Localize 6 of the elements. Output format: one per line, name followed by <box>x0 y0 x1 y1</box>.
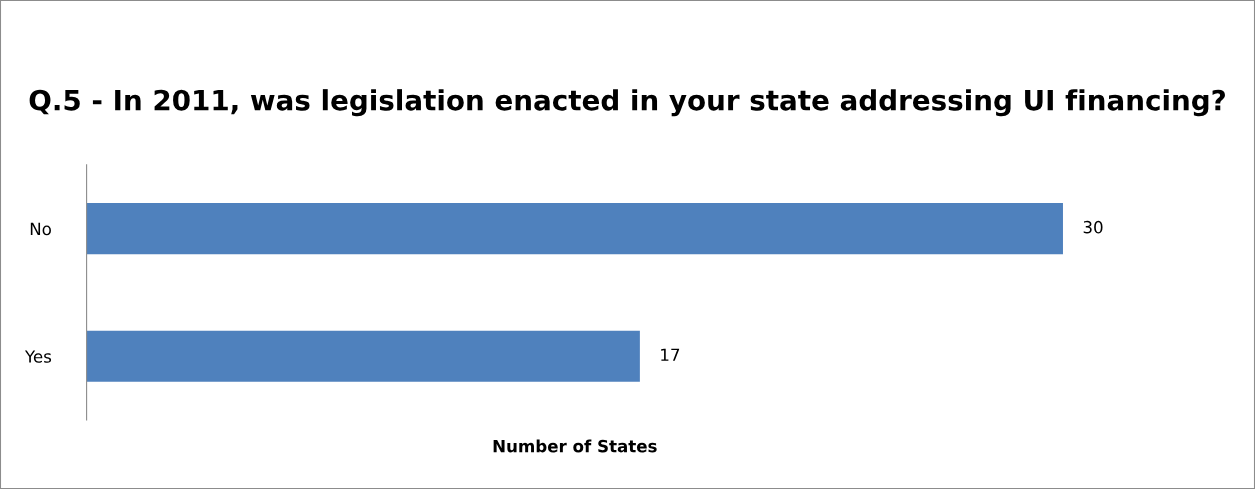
y-tick-label: Yes <box>24 350 52 363</box>
data-label: 17 <box>661 348 680 361</box>
chart-title: Q.5 - In 2011, was legislation enacted in your state addressing UI financing? <box>29 89 1225 117</box>
y-tick-label: No <box>30 222 51 236</box>
data-label: 30 <box>1083 220 1103 234</box>
x-axis-title: Number of States <box>493 439 657 453</box>
